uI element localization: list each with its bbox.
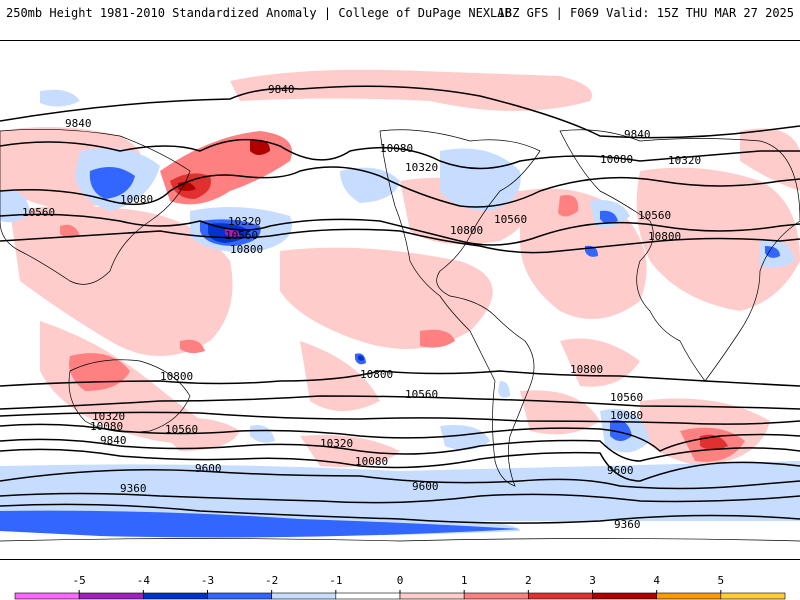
- contour-label: 10080: [380, 142, 413, 155]
- contour-label: 9840: [65, 117, 92, 130]
- colorbar-svg: [14, 590, 786, 600]
- contour-label: 10800: [160, 370, 193, 383]
- contour-label: 10080: [600, 153, 633, 166]
- colorbar-tick-label: 2: [525, 574, 532, 587]
- colorbar-tick-label: 5: [717, 574, 725, 587]
- contour-label: 10800: [570, 363, 603, 376]
- contour-label: 10560: [638, 209, 671, 222]
- colorbar-tick-label: 4: [653, 574, 660, 587]
- colorbar-segment: [78, 592, 144, 600]
- contour-label: 9600: [412, 480, 439, 493]
- contour-label: 10080: [120, 193, 153, 206]
- colorbar-segment: [335, 592, 401, 600]
- colorbar-segment: [528, 592, 593, 600]
- colorbar-segment: [207, 592, 272, 600]
- height-contours: [0, 85, 800, 524]
- contour-label: 10800: [230, 243, 263, 256]
- contour-label: 10080: [610, 409, 643, 422]
- colorbar-tick-label: -2: [265, 574, 279, 587]
- contour-label: 10080: [355, 455, 388, 468]
- contour-label: 10800: [648, 230, 681, 243]
- contour-label: 9840: [100, 434, 127, 447]
- colorbar-segment: [271, 592, 337, 600]
- contour-label: 9360: [120, 482, 147, 495]
- colorbar-tick-label: -3: [200, 574, 215, 587]
- contour-label: 10560: [610, 391, 643, 404]
- contour-label: 9360: [614, 518, 641, 531]
- colorbar-tick-label: 3: [589, 574, 596, 587]
- contour-label: 10800: [360, 368, 393, 381]
- contour-label: 10800: [450, 224, 483, 237]
- colorbar-segment: [463, 592, 529, 600]
- contour-label: 10560: [405, 388, 438, 401]
- colorbar: -5 -4 -3 -2 -1 0 1 2 3 4 5: [0, 570, 800, 600]
- contour-label: 10320: [405, 161, 438, 174]
- contour-label: 9600: [195, 462, 222, 475]
- model-run-info: 18Z GFS | F069 Valid: 15Z THU MAR 27 202…: [497, 6, 794, 20]
- contour-label: 10560: [225, 229, 258, 242]
- contour-labels: 9840 9840 9840 9840 10080 10080 10080 10…: [22, 83, 701, 531]
- colorbar-segment: [14, 592, 80, 600]
- contour-label: 10560: [494, 213, 527, 226]
- contour-label: 9840: [624, 128, 651, 141]
- colorbar-tick-label: -1: [329, 574, 343, 587]
- colorbar-segment: [399, 592, 465, 600]
- contour-label: 10320: [320, 437, 353, 450]
- contour-label: 10080: [90, 420, 123, 433]
- map-svg: 9840 9840 9840 9840 10080 10080 10080 10…: [0, 41, 800, 559]
- contour-label: 10320: [228, 215, 261, 228]
- colorbar-segment: [592, 592, 657, 600]
- contour-label: 10560: [165, 423, 198, 436]
- colorbar-segment: [143, 592, 208, 600]
- colorbar-segment: [656, 592, 722, 600]
- colorbar-tick-label: 1: [460, 574, 468, 587]
- colorbar-segment: [720, 592, 786, 600]
- contour-label: 10320: [668, 154, 701, 167]
- contour-label: 10320: [92, 410, 125, 423]
- colorbar-tick-label: -4: [136, 574, 150, 587]
- header: 250mb Height 1981-2010 Standardized Anom…: [0, 0, 800, 30]
- contour-label: 10560: [22, 206, 55, 219]
- anomaly-map: 9840 9840 9840 9840 10080 10080 10080 10…: [0, 40, 800, 560]
- colorbar-ticks: [78, 590, 722, 593]
- colorbar-segments: [14, 592, 786, 600]
- map-title: 250mb Height 1981-2010 Standardized Anom…: [6, 6, 512, 20]
- colorbar-tick-label: 0: [396, 574, 404, 587]
- colorbar-tick-label: -5: [72, 574, 86, 587]
- contour-label: 9600: [607, 464, 634, 477]
- coastlines: [0, 128, 800, 542]
- contour-label: 9840: [268, 83, 295, 96]
